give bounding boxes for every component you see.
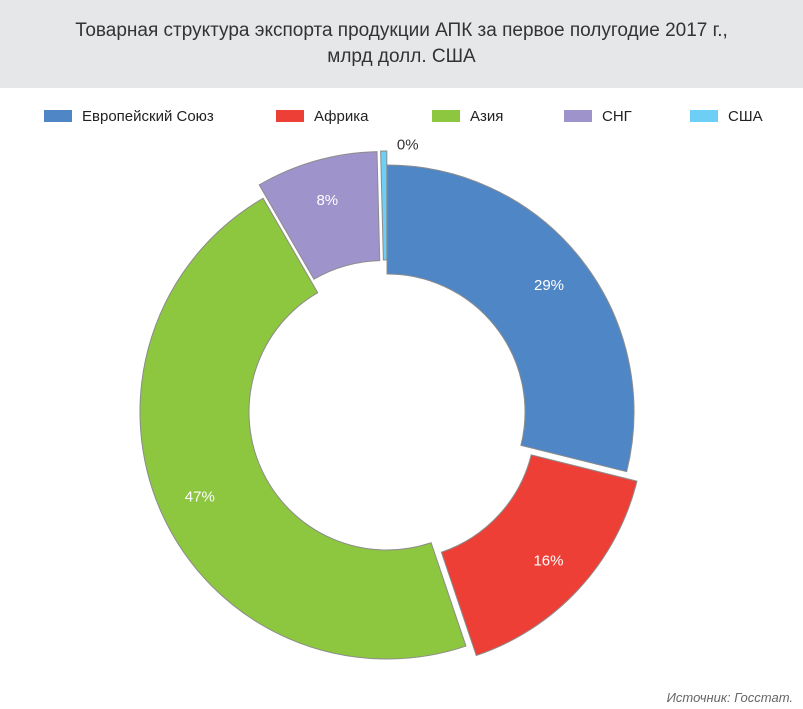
slice-group-usa: 0% [380,137,419,261]
legend-label-eu: Европейский Союз [82,107,214,125]
source-note: Источник: Госстат. [666,690,793,705]
legend-item-africa: Африка [276,104,368,128]
chart-title-line-1: Товарная структура экспорта продукции АП… [75,20,728,41]
legend-swatch-africa [276,110,304,122]
slice-label-usa: 0% [397,137,419,154]
chart-header: Товарная структура экспорта продукции АП… [0,0,803,88]
slice-label-africa: 16% [533,552,563,569]
slice-group-eu: 29% [386,164,635,473]
slice-label-asia: 47% [185,488,215,505]
legend-label-usa: США [728,107,763,125]
slice-group-asia: 47% [139,197,467,660]
legend-swatch-eu [44,110,72,122]
legend-item-asia: Азия [432,104,503,128]
slice-group-africa: 16% [440,454,638,657]
chart-legend: Европейский Союз Африка Азия СНГ США [0,104,803,128]
slice-eu [386,164,635,473]
legend-swatch-usa [690,110,718,122]
legend-swatch-cis [564,110,592,122]
legend-swatch-asia [432,110,460,122]
legend-item-eu: Европейский Союз [44,104,214,128]
slice-usa [380,150,388,261]
slice-group-cis: 8% [258,151,381,280]
slice-label-cis: 8% [316,192,338,209]
slice-label-eu: 29% [534,277,564,294]
chart-title-line-2: млрд долл. США [327,46,476,67]
legend-item-usa: США [690,104,763,128]
legend-label-asia: Азия [470,107,504,125]
slice-asia [139,197,467,660]
legend-item-cis: СНГ [564,104,632,128]
slice-africa [440,454,638,657]
legend-label-africa: Африка [314,107,369,125]
legend-label-cis: СНГ [602,107,632,125]
slice-cis [258,151,381,280]
